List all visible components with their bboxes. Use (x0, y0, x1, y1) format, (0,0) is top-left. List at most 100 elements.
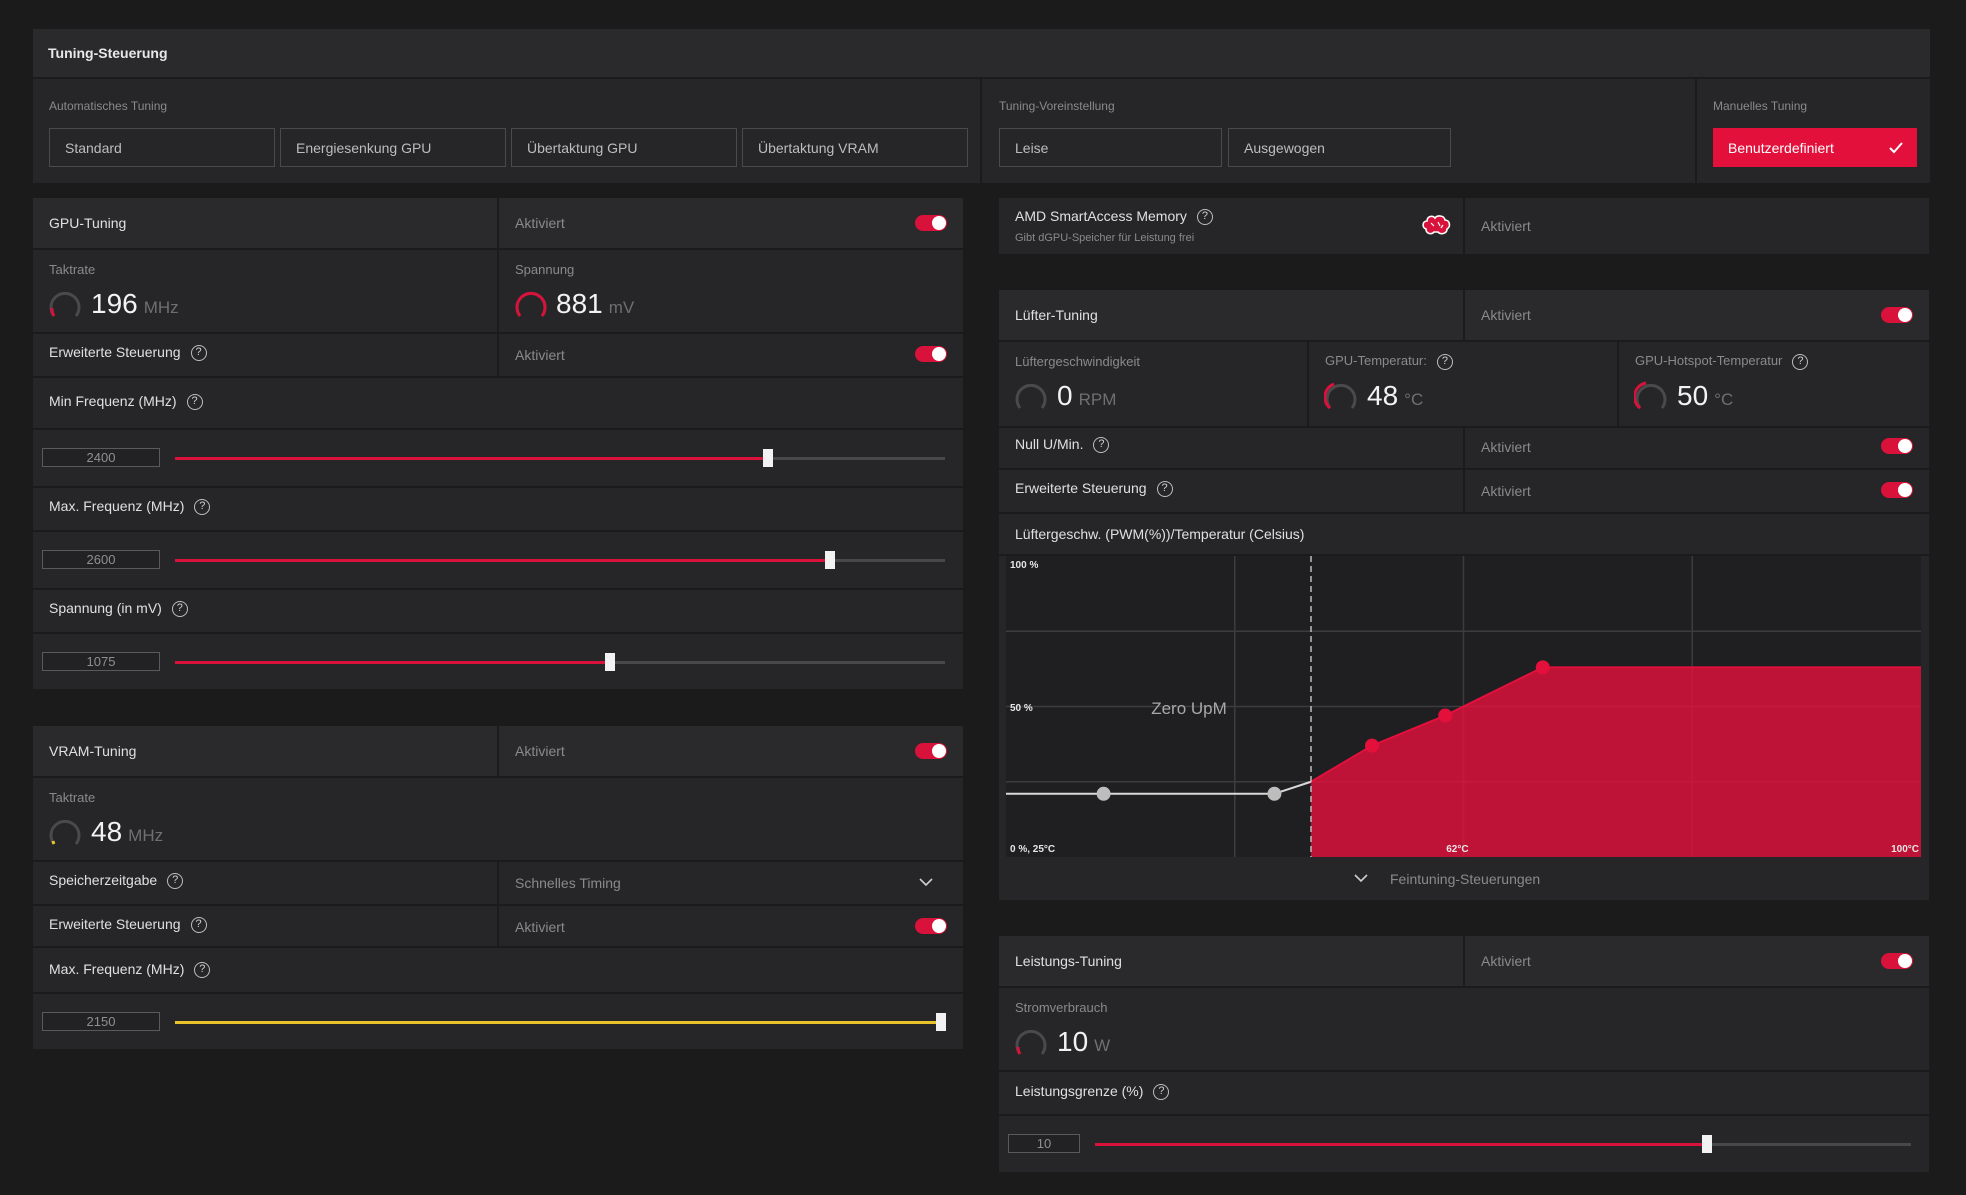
vram-clock-label: Taktrate (49, 790, 96, 805)
gpu-temp-unit: °C (1404, 390, 1424, 409)
vram-advanced-label: Erweiterte Steuerung (49, 916, 181, 932)
vram-max-freq-slider[interactable] (175, 1013, 946, 1031)
vram-max-freq-label: Max. Frequenz (MHz) (49, 961, 185, 977)
fan-advanced-toggle[interactable] (1881, 482, 1913, 498)
power-limit-thumb[interactable] (1702, 1135, 1712, 1153)
gpu-min-freq-input[interactable]: 2400 (42, 448, 160, 467)
chevron-down-icon (1354, 874, 1368, 883)
tuning-header: Tuning-Steuerung (33, 29, 1930, 77)
page-title: Tuning-Steuerung (48, 45, 168, 61)
gpu-advanced-toggle[interactable] (915, 346, 947, 362)
help-icon[interactable]: ? (190, 345, 207, 362)
vram-clock-gauge-icon (49, 819, 81, 845)
fan-curve-point[interactable] (1438, 708, 1453, 723)
zero-rpm-toggle[interactable] (1881, 438, 1913, 454)
zero-rpm-annotation: Zero UpM (1151, 699, 1227, 718)
sam-panel: AMD SmartAccess Memory? Gibt dGPU-Speich… (999, 198, 1929, 254)
fan-speed-unit: RPM (1078, 390, 1117, 409)
power-gauge-icon (1015, 1029, 1047, 1055)
power-consumption-label: Stromverbrauch (1015, 1000, 1108, 1015)
vram-timing-value: Schnelles Timing (515, 875, 621, 891)
vram-advanced-toggle[interactable] (915, 918, 947, 934)
vram-timing-label: Speicherzeitgabe (49, 872, 158, 888)
help-icon[interactable]: ? (194, 962, 211, 979)
gpu-min-freq-slider[interactable] (175, 449, 945, 467)
gpu-max-freq-slider[interactable] (175, 551, 945, 569)
help-icon[interactable]: ? (1156, 481, 1173, 498)
vram-tuning-toggle[interactable] (915, 743, 947, 759)
gpu-voltage-input[interactable]: 1075 (42, 652, 160, 671)
help-icon[interactable]: ? (186, 394, 203, 411)
vram-timing-dropdown[interactable]: Schnelles Timing (499, 862, 963, 904)
gpu-hotspot-label: GPU-Hotspot-Temperatur (1635, 353, 1783, 368)
power-consumption-readout: 10 W (1057, 1026, 1110, 1058)
power-tuning-status: Aktiviert (1481, 953, 1531, 969)
preset-balanced-button[interactable]: Ausgewogen (1228, 128, 1451, 167)
vram-timing-label-row: Speicherzeitgabe? (49, 872, 184, 890)
help-icon[interactable]: ? (1436, 353, 1453, 370)
fan-curve-point[interactable] (1365, 738, 1379, 753)
fine-tune-toggle[interactable]: Feintuning-Steuerungen (999, 860, 1929, 900)
gpu-temp-gauge-icon (1324, 382, 1357, 410)
power-limit-label-row: Leistungsgrenze (%)? (1015, 1083, 1170, 1101)
gpu-voltage-value: 881 (556, 288, 603, 319)
gpu-hotspot-label-row: GPU-Hotspot-Temperatur? (1635, 353, 1809, 370)
fan-curve-point-disabled[interactable] (1096, 786, 1111, 801)
help-icon[interactable]: ? (171, 601, 188, 618)
fan-speed-value: 0 (1057, 380, 1073, 411)
help-icon[interactable]: ? (194, 499, 211, 516)
preset-overclock-vram-button[interactable]: Übertaktung VRAM (742, 128, 968, 167)
help-icon[interactable]: ? (1153, 1084, 1170, 1101)
fan-curve-point-disabled[interactable] (1267, 786, 1282, 801)
gpu-hotspot-unit: °C (1714, 390, 1734, 409)
preset-quiet-button[interactable]: Leise (999, 128, 1222, 167)
gpu-temp-label-row: GPU-Temperatur:? (1325, 353, 1453, 370)
vram-max-freq-thumb[interactable] (936, 1013, 946, 1031)
gpu-voltage-slider[interactable] (175, 653, 945, 671)
help-icon[interactable]: ? (1196, 209, 1213, 226)
preset-custom-button[interactable]: Benutzerdefiniert (1713, 128, 1917, 167)
help-icon[interactable]: ? (1093, 437, 1110, 454)
fan-curve-point[interactable] (1535, 660, 1550, 675)
sam-title: AMD SmartAccess Memory (1015, 208, 1187, 224)
vram-max-freq-fill (175, 1021, 941, 1024)
gpu-hotspot-gauge-icon (1634, 381, 1667, 410)
gpu-max-freq-fill (175, 559, 830, 562)
vram-clock-unit: MHz (128, 826, 164, 845)
power-limit-input[interactable]: 10 (1008, 1134, 1080, 1153)
power-tuning-toggle[interactable] (1881, 953, 1913, 969)
gpu-tuning-toggle[interactable] (915, 215, 947, 231)
vram-max-freq-input[interactable]: 2150 (42, 1012, 160, 1031)
fan-speed-label: Lüftergeschwindigkeit (1015, 354, 1141, 369)
preset-overclock-gpu-button[interactable]: Übertaktung GPU (511, 128, 737, 167)
power-consumption-unit: W (1094, 1036, 1111, 1055)
gpu-hotspot-readout: 50 °C (1677, 380, 1733, 412)
power-limit-slider[interactable] (1095, 1135, 1911, 1153)
help-icon[interactable]: ? (190, 917, 207, 934)
gpu-voltage-readout: 881 mV (556, 288, 634, 320)
fan-curve-chart[interactable]: 100 % 50 % 0 %, 25°C 62°C 100°C Zero UpM (1006, 556, 1921, 857)
power-limit-fill (1095, 1143, 1707, 1146)
preset-standard-button[interactable]: Standard (49, 128, 275, 167)
gpu-tuning-title: GPU-Tuning (49, 215, 127, 231)
vram-max-freq-label-row: Max. Frequenz (MHz)? (49, 961, 211, 979)
fan-tuning-toggle[interactable] (1881, 307, 1913, 323)
gpu-min-freq-label-row: Min Frequenz (MHz)? (49, 393, 203, 411)
zero-rpm-status: Aktiviert (1481, 439, 1531, 455)
preset-undervolt-gpu-button[interactable]: Energiesenkung GPU (280, 128, 506, 167)
gpu-max-freq-thumb[interactable] (824, 551, 835, 569)
help-icon[interactable]: ? (1792, 353, 1809, 370)
gpu-voltage-gauge-icon (515, 291, 547, 317)
gpu-voltage-thumb[interactable] (605, 653, 616, 671)
help-icon[interactable]: ? (167, 873, 184, 890)
gpu-max-freq-input[interactable]: 2600 (42, 550, 160, 569)
chevron-down-icon (919, 878, 933, 887)
gpu-clock-readout: 196 MHz (91, 288, 179, 320)
gpu-voltage-label: Spannung (515, 262, 575, 277)
x-tick-label: 100°C (1891, 844, 1919, 855)
gpu-hotspot-value: 50 (1677, 380, 1709, 411)
gpu-tuning-status: Aktiviert (515, 215, 565, 231)
sam-title-row: AMD SmartAccess Memory? (1015, 208, 1213, 226)
gpu-voltage-unit: mV (608, 298, 635, 317)
gpu-min-freq-thumb[interactable] (762, 449, 773, 467)
